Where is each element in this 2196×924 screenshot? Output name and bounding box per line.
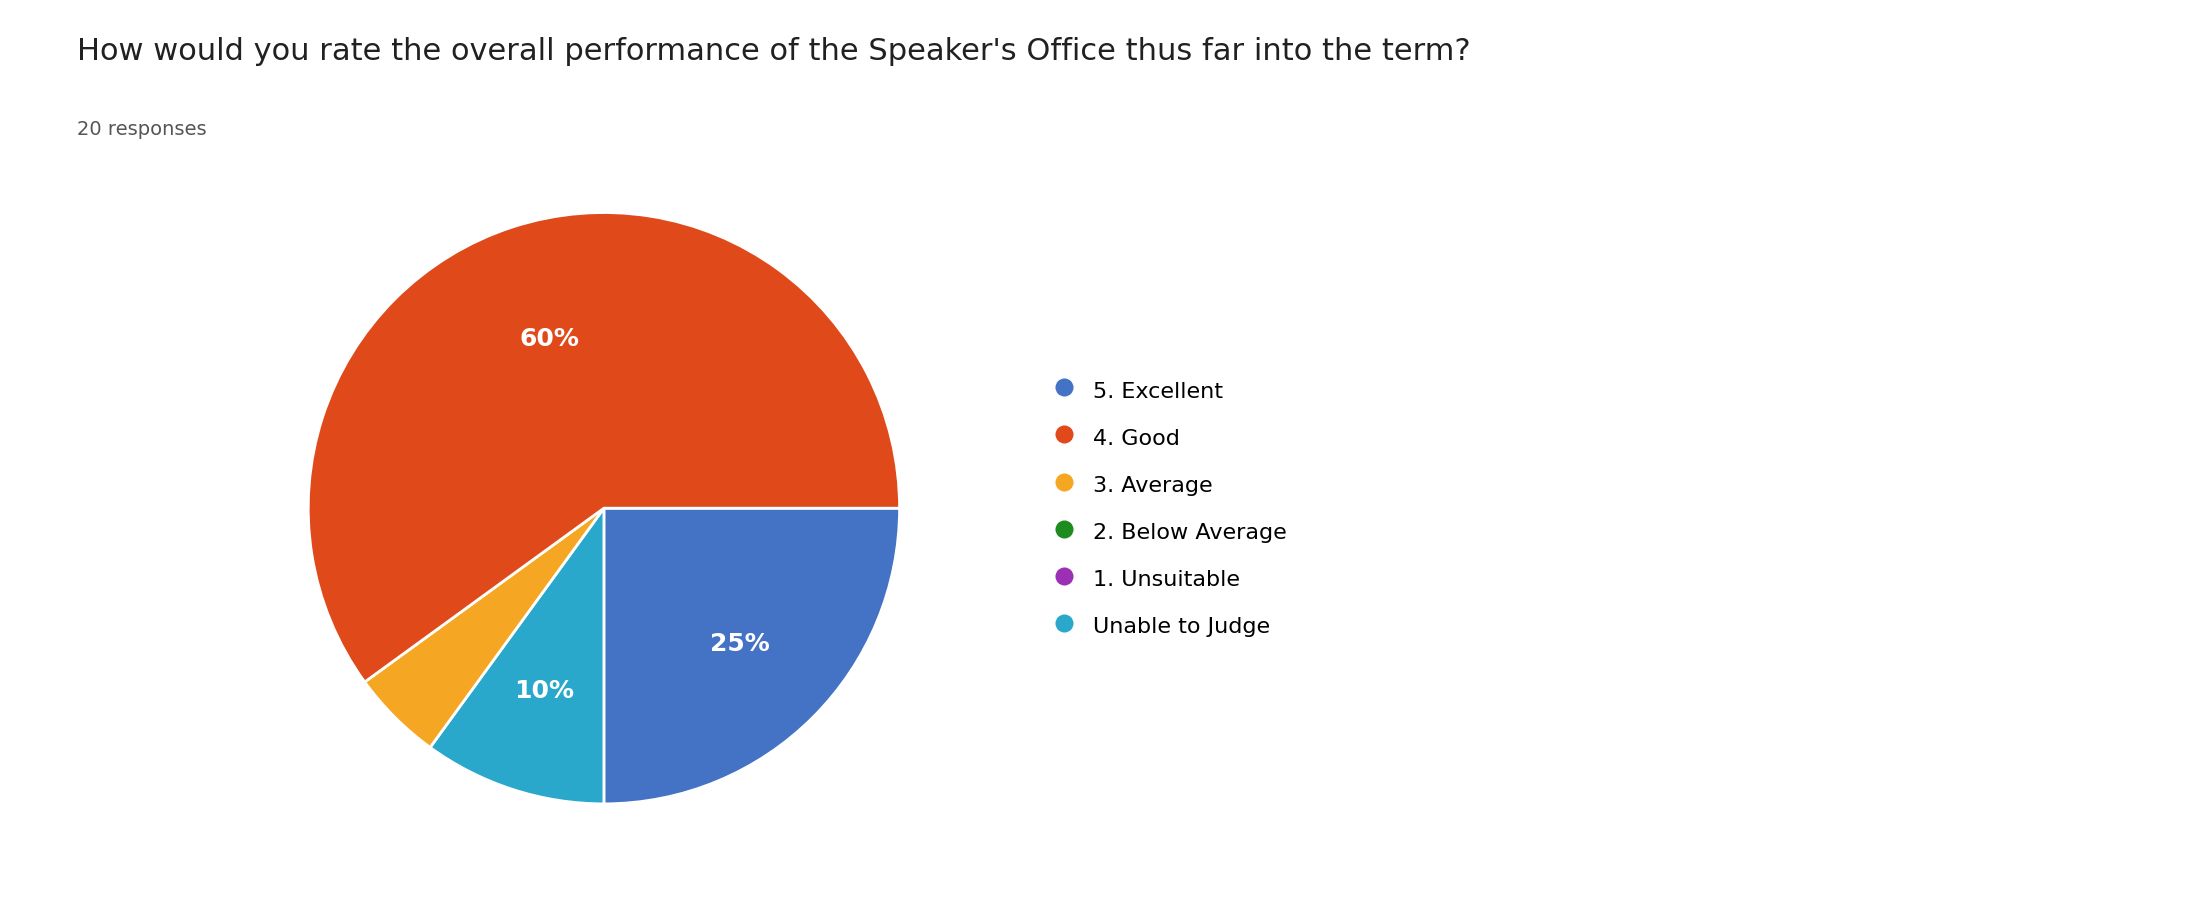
Text: 60%: 60% (518, 327, 580, 351)
Wedge shape (430, 508, 604, 804)
Wedge shape (307, 213, 900, 682)
Text: 25%: 25% (709, 632, 769, 656)
Text: 20 responses: 20 responses (77, 120, 206, 140)
Wedge shape (604, 508, 900, 804)
Wedge shape (365, 508, 604, 748)
Text: 10%: 10% (514, 679, 575, 703)
Legend: 5. Excellent, 4. Good, 3. Average, 2. Below Average, 1. Unsuitable, Unable to Ju: 5. Excellent, 4. Good, 3. Average, 2. Be… (1043, 368, 1296, 649)
Text: How would you rate the overall performance of the Speaker's Office thus far into: How would you rate the overall performan… (77, 37, 1471, 66)
